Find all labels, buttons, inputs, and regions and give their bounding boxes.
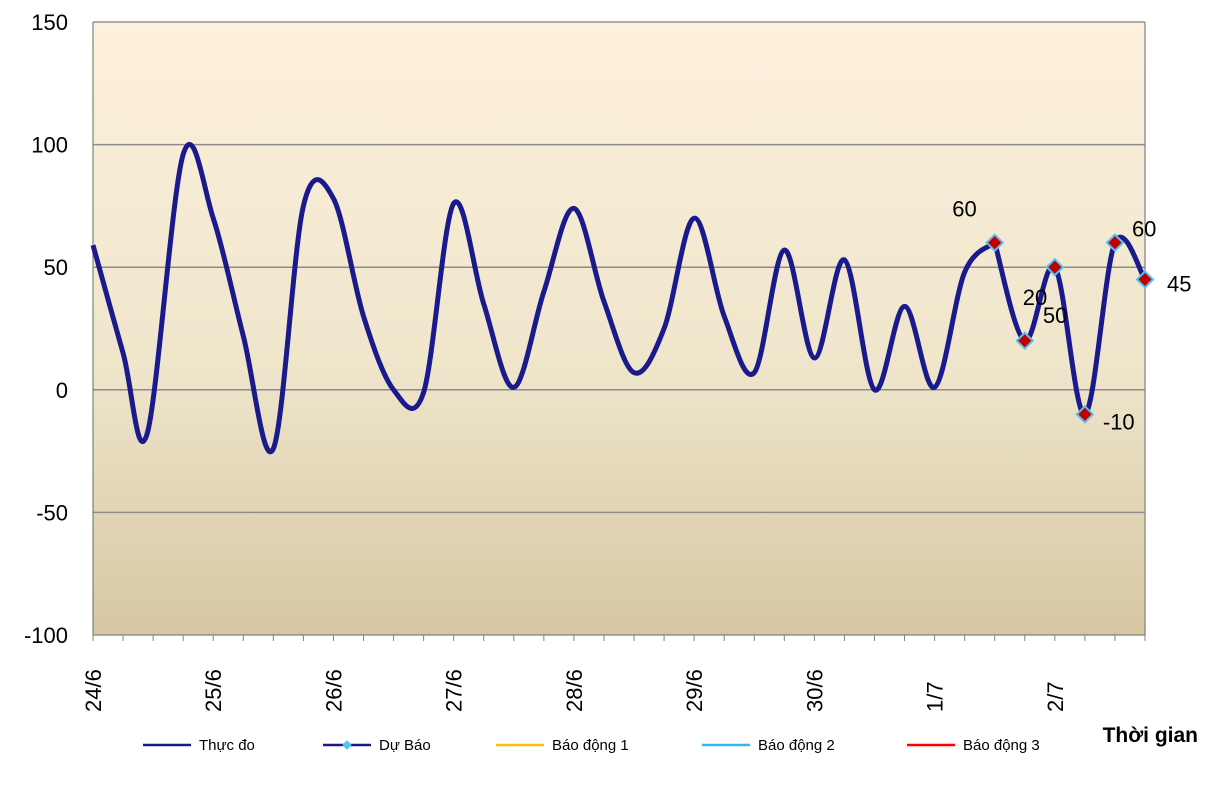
legend-label: Dự Báo: [379, 737, 431, 754]
forecast-marker: [985, 233, 1005, 253]
data-label: -10: [1103, 409, 1135, 434]
x-tick-label: 2/7: [1043, 681, 1068, 712]
legend-label: Báo động 2: [758, 737, 835, 754]
legend-label: Báo động 3: [963, 737, 1040, 754]
y-tick-label: 100: [31, 133, 68, 158]
forecast-marker: [1075, 404, 1095, 424]
gridlines: [93, 21, 1146, 635]
x-tick-label: 24/6: [81, 669, 106, 712]
plot-area: [93, 22, 1145, 635]
data-label: 60: [1132, 217, 1156, 242]
y-axis: -100 -50 0 50 100 150: [24, 10, 94, 648]
x-tick-label: 28/6: [562, 669, 587, 712]
x-axis: 24/6 25/6 26/6 27/6 28/6 29/6 30/6 1/7 2/7: [81, 634, 1146, 712]
y-tick-label: 50: [44, 255, 68, 280]
x-tick-label: 25/6: [201, 669, 226, 712]
forecast-marker: [1105, 233, 1125, 253]
data-label: 20: [1023, 285, 1047, 310]
y-tick-label: 150: [31, 10, 68, 35]
y-tick-label: -100: [24, 623, 68, 648]
forecast-marker: [1135, 270, 1155, 289]
data-label: 50: [1043, 303, 1067, 328]
x-axis-title: Thời gian: [1103, 724, 1198, 747]
legend-label: Thực đo: [199, 737, 255, 754]
x-tick-label: 30/6: [802, 669, 827, 712]
y-tick-label: -50: [36, 500, 68, 525]
x-tick-label: 27/6: [442, 669, 467, 712]
legend-marker: [342, 740, 352, 750]
series-layer: [90, 142, 1155, 455]
y-tick-label: 0: [56, 378, 68, 403]
forecast-marker: [1015, 331, 1035, 351]
series-line-thuc-do: [90, 142, 997, 455]
forecast-marker: [1045, 257, 1065, 277]
data-label: 60: [952, 197, 976, 222]
x-tick-label: 1/7: [923, 681, 948, 712]
legend: Thực đo Dự Báo Báo động 1 Báo động 2 Báo độn…: [143, 737, 1040, 754]
data-label: 45: [1167, 271, 1191, 296]
x-tick-label: 26/6: [321, 669, 346, 712]
x-tick-label: 29/6: [682, 669, 707, 712]
legend-label: Báo động 1: [552, 737, 629, 754]
